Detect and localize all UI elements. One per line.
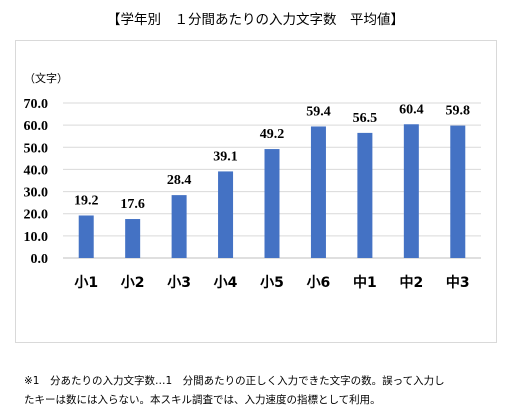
- y-tick-label: 70.0: [24, 97, 49, 112]
- footnote-line-2: たキーは数には入らない。本スキル調査では、入力速度の指標として利用。: [24, 394, 381, 406]
- y-tick-label: 30.0: [24, 186, 49, 201]
- bar: [403, 124, 419, 258]
- bar: [125, 219, 141, 258]
- x-tick-label: 小4: [214, 275, 238, 291]
- x-tick-label: 中3: [446, 274, 470, 291]
- data-label: 59.4: [306, 104, 331, 119]
- y-tick-label: 10.0: [24, 230, 49, 245]
- x-tick-label: 小1: [74, 275, 98, 291]
- data-label: 39.1: [213, 149, 238, 164]
- y-tick-label: 50.0: [24, 141, 49, 156]
- bar: [78, 215, 94, 258]
- x-tick-label: 小6: [307, 275, 331, 291]
- x-tick-label: 中2: [399, 274, 423, 291]
- x-tick-label: 中1: [353, 274, 377, 291]
- data-label: 60.4: [399, 102, 424, 117]
- bar: [357, 132, 373, 258]
- data-label: 59.8: [446, 104, 471, 119]
- bar: [218, 171, 234, 258]
- bar: [171, 195, 187, 258]
- bar: [310, 126, 326, 258]
- y-tick-label: 40.0: [24, 163, 49, 178]
- data-label: 28.4: [167, 173, 192, 188]
- bar: [450, 125, 466, 258]
- y-axis-unit-label: （文字）: [24, 71, 68, 85]
- x-tick-label: 小3: [167, 275, 191, 291]
- bar: [264, 149, 280, 258]
- y-tick-label: 60.0: [24, 119, 49, 134]
- x-tick-label: 小2: [121, 275, 145, 291]
- y-tick-label: 0.0: [31, 252, 49, 267]
- data-label: 49.2: [260, 127, 285, 142]
- chart-title: 【学年別 １分間あたりの入力文字数 平均値】: [107, 12, 404, 28]
- data-label: 19.2: [74, 193, 99, 208]
- chart-frame: [15, 40, 497, 343]
- y-tick-label: 20.0: [24, 208, 49, 223]
- x-tick-label: 小5: [260, 275, 284, 291]
- data-label: 56.5: [353, 111, 378, 126]
- footnote: ※1 分あたりの入力文字数…1 分間あたりの正しく入力できた文字の数。誤って入力…: [24, 372, 504, 410]
- data-label: 17.6: [120, 197, 145, 212]
- footnote-line-1: ※1 分あたりの入力文字数…1 分間あたりの正しく入力できた文字の数。誤って入力…: [24, 375, 445, 387]
